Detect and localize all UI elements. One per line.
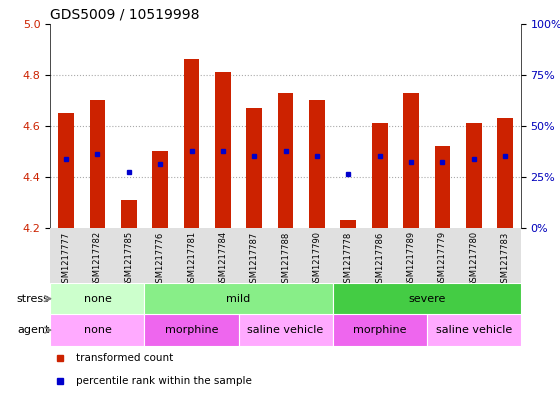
Text: saline vehicle: saline vehicle (436, 325, 512, 335)
Bar (50, 283, 144, 314)
Text: GSM1217776: GSM1217776 (156, 231, 165, 288)
Bar (215, 72, 231, 228)
Bar (278, 92, 293, 228)
Text: none: none (83, 294, 111, 304)
Text: severe: severe (408, 294, 445, 304)
Text: GSM1217782: GSM1217782 (93, 231, 102, 287)
Text: GSM1217784: GSM1217784 (218, 231, 227, 287)
Text: GSM1217781: GSM1217781 (187, 231, 196, 287)
Text: GSM1217778: GSM1217778 (344, 231, 353, 288)
Bar (90, 100, 105, 228)
Bar (58, 113, 74, 228)
Bar (144, 283, 333, 314)
Bar (403, 92, 419, 228)
Bar (497, 118, 513, 228)
Bar (121, 200, 137, 228)
Text: GSM1217786: GSM1217786 (375, 231, 384, 288)
Bar (466, 123, 482, 228)
Text: stress: stress (17, 294, 50, 304)
Text: mild: mild (226, 294, 251, 304)
Text: GSM1217783: GSM1217783 (501, 231, 510, 288)
Text: GSM1217787: GSM1217787 (250, 231, 259, 288)
Text: saline vehicle: saline vehicle (248, 325, 324, 335)
Bar (184, 59, 199, 228)
Text: GDS5009 / 10519998: GDS5009 / 10519998 (50, 7, 200, 21)
Text: agent: agent (17, 325, 50, 335)
Text: percentile rank within the sample: percentile rank within the sample (76, 376, 252, 386)
Bar (333, 283, 521, 314)
Text: GSM1217789: GSM1217789 (407, 231, 416, 287)
Bar (144, 314, 239, 346)
Bar (372, 123, 388, 228)
Text: GSM1217777: GSM1217777 (62, 231, 71, 288)
Text: morphine: morphine (165, 325, 218, 335)
Text: none: none (83, 325, 111, 335)
Text: morphine: morphine (353, 325, 407, 335)
Bar (435, 146, 450, 228)
Text: GSM1217779: GSM1217779 (438, 231, 447, 287)
Bar (246, 108, 262, 228)
Bar (427, 314, 521, 346)
Bar (152, 151, 168, 228)
Text: GSM1217780: GSM1217780 (469, 231, 478, 287)
Bar (340, 220, 356, 228)
Bar (50, 314, 144, 346)
Text: GSM1217785: GSM1217785 (124, 231, 133, 287)
Text: transformed count: transformed count (76, 353, 174, 363)
Text: GSM1217790: GSM1217790 (312, 231, 321, 287)
Bar (309, 100, 325, 228)
Bar (239, 314, 333, 346)
Bar (333, 314, 427, 346)
Text: GSM1217788: GSM1217788 (281, 231, 290, 288)
